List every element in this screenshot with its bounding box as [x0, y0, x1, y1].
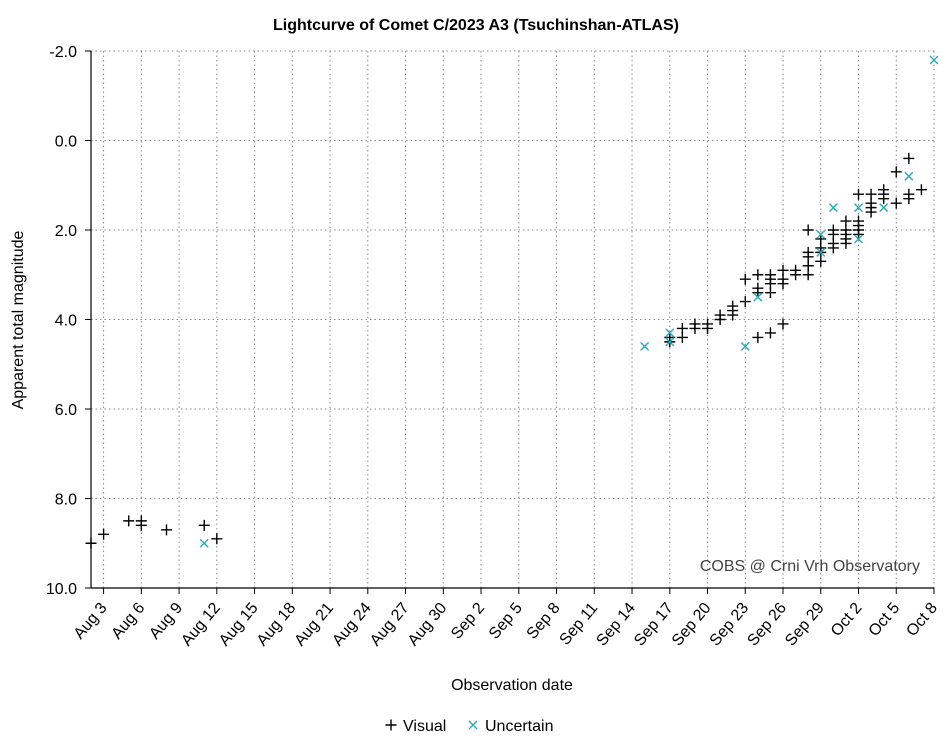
visual-point — [764, 287, 776, 299]
x-tick-label: Aug 30 — [405, 600, 451, 650]
visual-point — [827, 242, 839, 254]
uncertain-point — [753, 292, 763, 302]
visual-point — [123, 515, 135, 527]
visual-point — [752, 331, 764, 343]
visual-point — [98, 528, 110, 540]
uncertain-point — [816, 229, 826, 239]
x-tick-label: Aug 27 — [367, 600, 413, 650]
visual-point — [198, 519, 210, 531]
uncertain-point — [854, 234, 864, 244]
uncertain-point — [665, 337, 675, 347]
visual-point — [790, 264, 802, 276]
legend-visual-label: Visual — [403, 718, 446, 735]
x-tick-label: Sep 2 — [448, 600, 488, 643]
legend-uncertain-label: Uncertain — [485, 718, 553, 735]
uncertain-point — [929, 55, 939, 65]
visual-point — [915, 184, 927, 196]
visual-point — [840, 224, 852, 236]
visual-point — [160, 524, 172, 536]
legend-uncertain-marker — [468, 720, 478, 730]
visual-point — [802, 251, 814, 263]
uncertain-point — [740, 341, 750, 351]
visual-point — [764, 327, 776, 339]
visual-point — [903, 152, 915, 164]
visual-point — [878, 193, 890, 205]
legend: Visual Uncertain — [385, 718, 553, 735]
visual-point — [865, 197, 877, 209]
x-tick-label: Sep 11 — [556, 600, 601, 649]
visual-point — [85, 537, 97, 549]
visual-point — [903, 188, 915, 200]
visual-point — [676, 331, 688, 343]
x-tick-label: Sep 26 — [744, 600, 790, 650]
visual-point — [714, 309, 726, 321]
visual-point — [211, 533, 223, 545]
visual-point — [739, 273, 751, 285]
visual-point — [802, 269, 814, 281]
credit-annotation: COBS @ Crni Vrh Observatory — [700, 558, 920, 575]
y-tick-label: 8.0 — [55, 492, 77, 509]
legend-visual-marker — [385, 719, 397, 731]
visual-point — [689, 318, 701, 330]
x-tick-label: Oct 5 — [866, 600, 904, 640]
y-ticks: -2.0 0.0 2.0 4.0 6.0 8.0 10.0 — [46, 44, 91, 598]
uncertain-point — [640, 341, 650, 351]
visual-point — [739, 296, 751, 308]
visual-point — [802, 224, 814, 236]
uncertain-point — [828, 203, 838, 213]
y-tick-label: 10.0 — [46, 581, 77, 598]
visual-point — [890, 166, 902, 178]
x-tick-label: Aug 15 — [216, 600, 262, 650]
x-tick-label: Oct 2 — [828, 600, 866, 640]
visual-point — [777, 278, 789, 290]
data-points — [85, 55, 939, 549]
visual-point — [135, 515, 147, 527]
uncertain-point — [665, 328, 675, 338]
uncertain-point — [879, 203, 889, 213]
visual-point — [702, 318, 714, 330]
y-tick-label: 4.0 — [55, 313, 77, 330]
x-tick-label: Aug 6 — [108, 600, 148, 643]
y-axis-label: Apparent total magnitude — [10, 231, 27, 410]
visual-point — [853, 188, 865, 200]
uncertain-point — [904, 171, 914, 181]
x-tick-label: Sep 29 — [782, 600, 828, 650]
visual-point — [777, 318, 789, 330]
y-tick-label: 6.0 — [55, 402, 77, 419]
visual-point — [764, 269, 776, 281]
x-tick-label: Sep 20 — [669, 600, 715, 650]
x-tick-label: Aug 21 — [291, 600, 337, 650]
visual-point — [727, 300, 739, 312]
visual-point — [752, 269, 764, 281]
visual-point — [853, 215, 865, 227]
x-tick-label: Sep 5 — [486, 600, 526, 643]
x-tick-label: Aug 12 — [178, 600, 224, 650]
x-tick-label: Sep 17 — [631, 600, 677, 650]
x-axis-label: Observation date — [451, 677, 573, 694]
chart-title: Lightcurve of Comet C/2023 A3 (Tsuchinsh… — [273, 17, 679, 34]
visual-point — [777, 264, 789, 276]
grid — [91, 50, 935, 588]
x-tick-label: Aug 18 — [254, 600, 300, 650]
visual-point — [840, 237, 852, 249]
uncertain-point — [854, 203, 864, 213]
x-tick-label: Sep 23 — [707, 600, 753, 650]
visual-point — [827, 224, 839, 236]
x-tick-label: Sep 14 — [593, 600, 639, 650]
x-tick-label: Aug 3 — [71, 600, 111, 643]
y-tick-label: 2.0 — [55, 223, 77, 240]
y-tick-label: -2.0 — [49, 44, 77, 61]
x-tick-label: Aug 24 — [329, 600, 375, 650]
x-tick-label: Oct 8 — [903, 600, 941, 640]
y-tick-label: 0.0 — [55, 134, 77, 151]
visual-point — [890, 197, 902, 209]
uncertain-point — [199, 538, 209, 548]
uncertain-point — [816, 247, 826, 257]
